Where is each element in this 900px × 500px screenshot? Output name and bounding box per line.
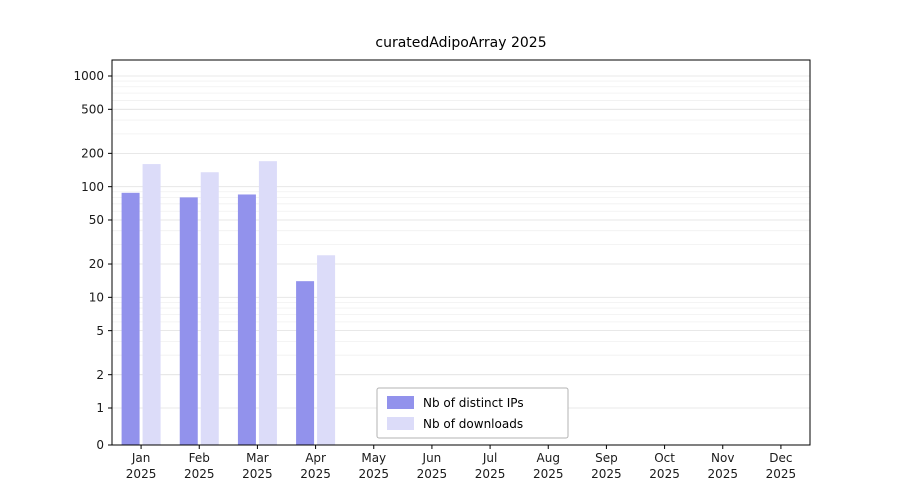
y-tick-label: 50 xyxy=(89,213,104,227)
chart-title: curatedAdipoArray 2025 xyxy=(375,35,547,51)
x-tick-label-year: 2025 xyxy=(242,467,273,481)
y-tick-label: 500 xyxy=(81,103,104,117)
x-tick-label-month: May xyxy=(361,451,386,465)
y-tick-label: 1 xyxy=(96,401,104,415)
bar-nb-of-distinct-ips xyxy=(121,192,140,445)
y-tick-label: 100 xyxy=(81,180,104,194)
x-tick-label-year: 2025 xyxy=(591,467,622,481)
bar-nb-of-downloads xyxy=(258,161,277,446)
y-tick-label: 10 xyxy=(89,291,104,305)
bar-nb-of-downloads xyxy=(200,172,219,446)
x-tick-label-month: Mar xyxy=(246,451,269,465)
x-tick-label-month: Apr xyxy=(305,451,326,465)
x-tick-label-year: 2025 xyxy=(417,467,448,481)
x-tick-label-year: 2025 xyxy=(649,467,680,481)
legend-box xyxy=(376,387,569,439)
x-tick-label-year: 2025 xyxy=(126,467,157,481)
legend-swatch-nb-of-downloads xyxy=(387,417,414,430)
bar-nb-of-distinct-ips xyxy=(237,194,256,445)
x-tick-label-month: Feb xyxy=(189,451,210,465)
x-tick-label-month: Sep xyxy=(595,451,618,465)
x-tick-label-month: Jan xyxy=(131,451,151,465)
x-tick-label-month: Oct xyxy=(654,451,675,465)
x-tick-label-year: 2025 xyxy=(475,467,506,481)
x-tick-label-month: Aug xyxy=(537,451,560,465)
x-tick-label-month: Dec xyxy=(769,451,792,465)
x-tick-label-year: 2025 xyxy=(300,467,331,481)
y-tick-label: 5 xyxy=(96,324,104,338)
x-tick-label-year: 2025 xyxy=(533,467,564,481)
bar-nb-of-downloads xyxy=(142,164,161,445)
bar-nb-of-distinct-ips xyxy=(179,197,198,445)
x-tick-label-year: 2025 xyxy=(766,467,797,481)
x-tick-label-year: 2025 xyxy=(707,467,738,481)
y-tick-label: 1000 xyxy=(73,69,104,83)
legend-label: Nb of downloads xyxy=(423,417,523,431)
x-tick-label-month: Jun xyxy=(422,451,442,465)
y-tick-label: 2 xyxy=(96,368,104,382)
x-tick-label-year: 2025 xyxy=(358,467,389,481)
plot-background xyxy=(112,60,810,445)
y-tick-label: 0 xyxy=(96,438,104,452)
bar-nb-of-distinct-ips xyxy=(296,281,315,445)
x-tick-label-year: 2025 xyxy=(184,467,215,481)
x-tick-label-month: Jul xyxy=(482,451,497,465)
legend-swatch-nb-of-distinct-ips xyxy=(387,396,414,409)
y-tick-label: 20 xyxy=(89,257,104,271)
y-tick-label: 200 xyxy=(81,147,104,161)
bar-nb-of-downloads xyxy=(317,255,336,445)
plot-border xyxy=(111,59,811,446)
x-tick-label-month: Nov xyxy=(711,451,734,465)
legend-label: Nb of distinct IPs xyxy=(423,396,524,410)
